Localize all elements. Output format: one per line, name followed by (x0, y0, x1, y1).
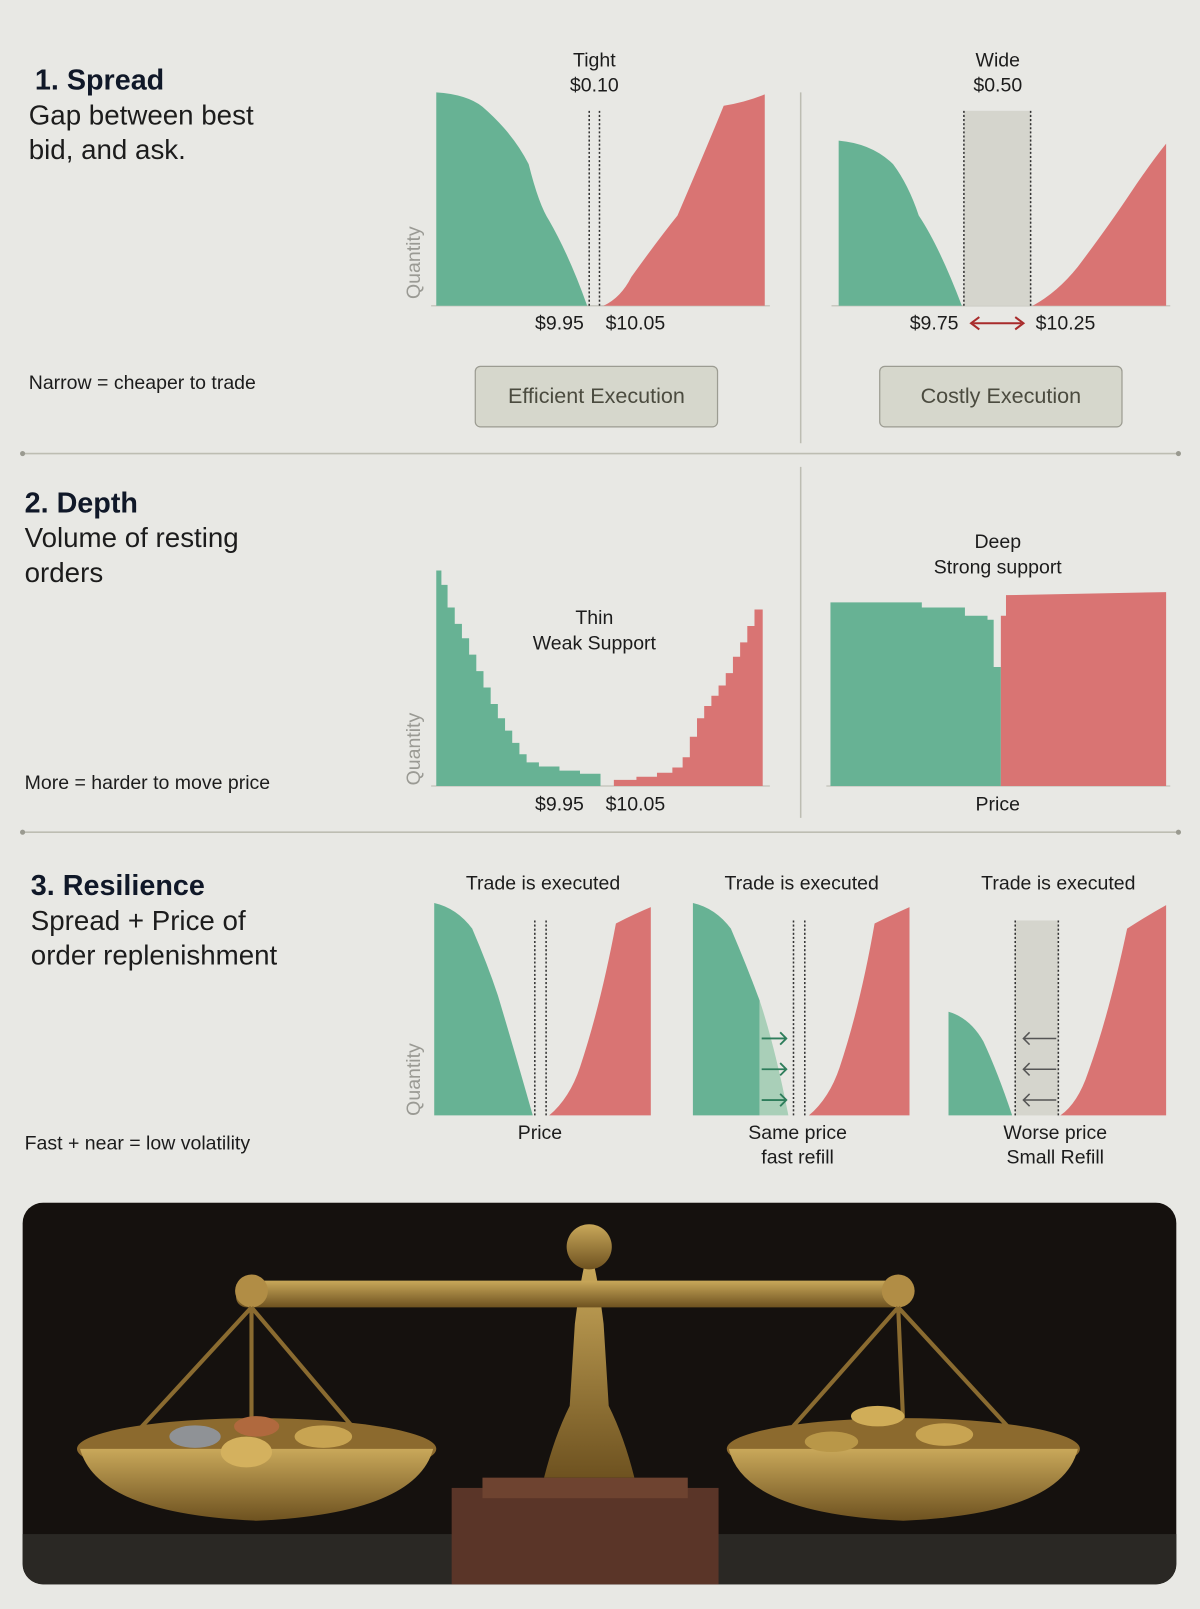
axis-caption: Worse price (1003, 1122, 1107, 1144)
axis-caption: Price (518, 1122, 562, 1144)
price-label: $10.05 (606, 794, 666, 816)
panel-header: Tight (573, 50, 616, 72)
section-description: Gap between best (29, 99, 254, 130)
badge-text: Efficient Execution (508, 383, 685, 408)
axis-label: Quantity (403, 1043, 425, 1116)
divider-dot (20, 829, 26, 835)
section-note: Narrow = cheaper to trade (29, 372, 256, 394)
ask-area (1060, 905, 1167, 1116)
price-label: $10.25 (1036, 312, 1096, 334)
bid-area (436, 570, 601, 787)
bid-area (830, 602, 1001, 787)
ask-area (603, 94, 765, 306)
panel-header: Wide (976, 50, 1020, 72)
axis-label: Quantity (403, 713, 425, 786)
ask-area (1000, 592, 1167, 787)
panel-header: $0.50 (973, 74, 1022, 96)
divider-dot (20, 450, 26, 457)
balance-illustration (22, 1202, 1177, 1585)
ask-area (808, 907, 910, 1116)
ask-area (549, 907, 651, 1116)
section-description: orders (25, 557, 104, 588)
divider-dot (1175, 450, 1182, 457)
panel-header: Trade is executed (466, 873, 620, 895)
bid-area (948, 1011, 1013, 1116)
panel-header: $0.10 (570, 74, 619, 96)
execution-badge (879, 365, 1123, 428)
bid-area (692, 903, 760, 1116)
price-label: $9.95 (535, 312, 584, 334)
section-description: Spread + Price of (31, 905, 246, 936)
price-label: $9.95 (535, 794, 584, 816)
section-description: bid, and ask. (29, 134, 186, 165)
ask-area (1032, 143, 1167, 306)
panel-header: Strong support (934, 557, 1063, 579)
section-title: 3. Resilience (31, 870, 205, 902)
axis-label: Quantity (403, 226, 425, 299)
panel-header: Thin (575, 607, 613, 629)
section-title: 1. Spread (35, 65, 164, 97)
refill-arrows (761, 1031, 788, 1107)
spread-gap (963, 110, 1031, 306)
axis-caption: Price (976, 794, 1020, 816)
bid-area (436, 92, 588, 306)
panel-header: Deep (974, 531, 1021, 553)
axis-caption: fast refill (761, 1147, 834, 1169)
execution-badge (474, 365, 719, 428)
refill-arrows (1022, 1031, 1057, 1107)
section-note: Fast + near = low volatility (25, 1132, 251, 1154)
section-description: order replenishment (31, 940, 278, 971)
spread-gap (1015, 920, 1059, 1116)
price-label: $9.75 (910, 312, 959, 334)
divider-dot (1175, 829, 1182, 835)
panel-header: Trade is executed (981, 873, 1135, 895)
axis-caption: Same price (748, 1122, 847, 1144)
section-description: Volume of resting (25, 522, 239, 553)
spread-arrow-heads (969, 316, 1026, 331)
section-title: 2. Depth (25, 487, 138, 519)
badge-text: Costly Execution (921, 383, 1082, 408)
bid-area (838, 140, 962, 306)
ask-area (613, 599, 763, 787)
price-label: $10.05 (606, 312, 666, 334)
axis-caption: Small Refill (1006, 1147, 1104, 1169)
refill-area (759, 1000, 789, 1116)
bid-area (434, 903, 533, 1116)
panel-header: Trade is executed (725, 873, 879, 895)
section-note: More = harder to move price (25, 772, 271, 794)
panel-header: Weak Support (533, 633, 657, 655)
